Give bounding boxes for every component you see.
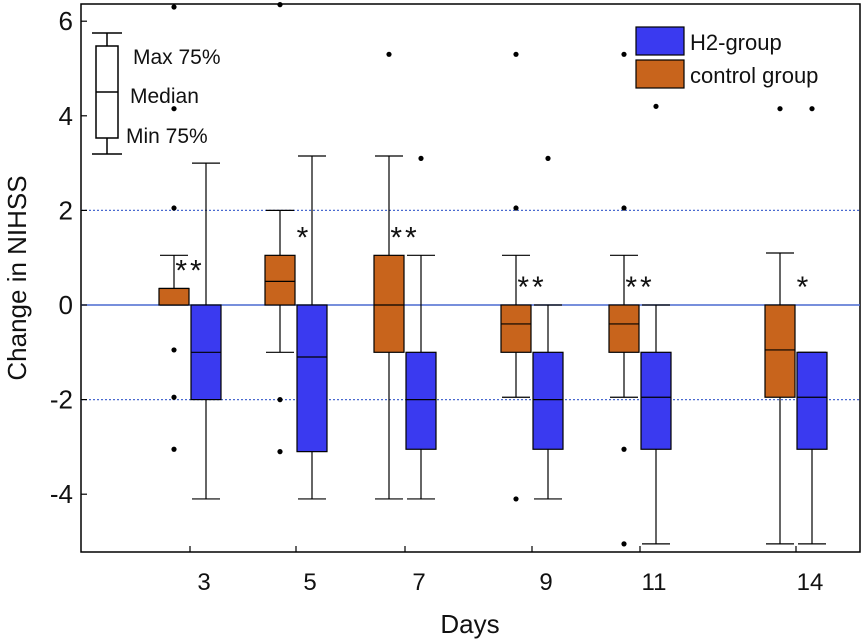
x-tick-label: 7 bbox=[412, 569, 425, 596]
control-day-5-outlier bbox=[277, 397, 283, 403]
control-day-9-outlier bbox=[513, 205, 519, 211]
significance-markers: *** **** ** * bbox=[175, 221, 812, 304]
plot-frame bbox=[80, 3, 861, 553]
significance-day-11: ** bbox=[625, 271, 654, 304]
control-day-9 bbox=[500, 51, 532, 502]
control-day-3-box bbox=[158, 287, 190, 306]
h2-day-9-outlier bbox=[545, 155, 551, 161]
control-day-5-box bbox=[264, 254, 296, 306]
significance-day-7: ** bbox=[390, 221, 419, 254]
control-day-11-outlier bbox=[621, 446, 627, 452]
box-key-max-label: Max 75% bbox=[133, 46, 221, 69]
y-tick-label: 6 bbox=[59, 6, 73, 36]
control-day-9-outlier bbox=[513, 51, 519, 57]
h2-day-7-box bbox=[405, 351, 437, 450]
control-day-5-outlier bbox=[277, 449, 283, 455]
h2-day-14-outlier bbox=[809, 106, 815, 112]
control-day-11-outlier bbox=[621, 51, 627, 57]
box-key-median-label: Median bbox=[130, 85, 199, 108]
x-axis-label: Days bbox=[440, 609, 499, 639]
control-day-9-outlier bbox=[513, 496, 519, 502]
h2-day-9-box bbox=[532, 351, 564, 450]
control-day-14-box bbox=[764, 304, 796, 398]
x-tick-label: 3 bbox=[197, 569, 210, 596]
control-day-5-outlier bbox=[277, 2, 283, 8]
box-key-min-label: Min 75% bbox=[126, 125, 208, 148]
control-day-5 bbox=[264, 2, 296, 455]
x-tick-label: 5 bbox=[303, 569, 316, 596]
y-axis-label: Change in NIHSS bbox=[2, 175, 32, 380]
legend-label-h2: H2-group bbox=[690, 30, 782, 55]
significance-day-3: ** bbox=[175, 254, 204, 287]
control-day-3-outlier bbox=[171, 4, 177, 10]
h2-day-11-outlier bbox=[653, 103, 659, 109]
control-day-11 bbox=[608, 51, 640, 547]
control-day-14 bbox=[764, 106, 796, 545]
control-day-3-outlier bbox=[171, 205, 177, 211]
h2-day-11-box bbox=[640, 351, 672, 450]
legend-label-control: control group bbox=[690, 63, 818, 88]
x-axis-ticks: 3 5 7 9 11 14 bbox=[189, 546, 824, 596]
significance-day-14: * bbox=[797, 271, 812, 304]
control-day-3-outlier bbox=[171, 446, 177, 452]
control-day-11-outlier bbox=[621, 205, 627, 211]
h2-day-5 bbox=[296, 155, 328, 500]
h2-day-9 bbox=[532, 155, 564, 500]
significance-day-9: ** bbox=[517, 271, 546, 304]
control-day-14-outlier bbox=[777, 106, 783, 112]
boxes bbox=[158, 2, 828, 547]
control-day-7-box bbox=[373, 254, 405, 353]
h2-day-7-outlier bbox=[418, 155, 424, 161]
control-day-11-box bbox=[608, 304, 640, 353]
legend-swatch-h2 bbox=[635, 26, 685, 56]
control-day-11-outlier bbox=[621, 541, 627, 547]
y-tick-label: 2 bbox=[59, 195, 73, 225]
y-tick-label: 0 bbox=[59, 290, 73, 320]
h2-day-5-box bbox=[296, 304, 328, 453]
significance-day-5: * bbox=[297, 221, 312, 254]
legend-swatch-control bbox=[635, 59, 685, 89]
h2-day-7 bbox=[405, 155, 437, 500]
h2-day-14 bbox=[796, 106, 828, 545]
x-tick-label: 14 bbox=[797, 569, 824, 596]
h2-day-14-box bbox=[796, 351, 828, 450]
h2-day-11 bbox=[640, 103, 672, 545]
control-day-9-box bbox=[500, 304, 532, 353]
control-day-7 bbox=[373, 51, 405, 500]
y-tick-label: 4 bbox=[59, 101, 73, 131]
x-tick-label: 11 bbox=[642, 569, 667, 596]
control-day-3-outlier bbox=[171, 394, 177, 400]
y-axis-ticks: 6 4 2 0 -2 -4 bbox=[50, 6, 87, 509]
x-tick-label: 9 bbox=[539, 569, 552, 596]
y-tick-label: -2 bbox=[50, 385, 73, 415]
legend: H2-group control group bbox=[635, 26, 818, 89]
control-day-3-outlier bbox=[171, 347, 177, 353]
control-day-3 bbox=[158, 4, 190, 452]
h2-day-3 bbox=[190, 162, 222, 500]
control-day-3-outlier bbox=[171, 106, 177, 112]
control-day-7-outlier bbox=[386, 51, 392, 57]
box-key: Max 75% Median Min 75% bbox=[92, 32, 221, 155]
y-tick-label: -4 bbox=[50, 479, 73, 509]
